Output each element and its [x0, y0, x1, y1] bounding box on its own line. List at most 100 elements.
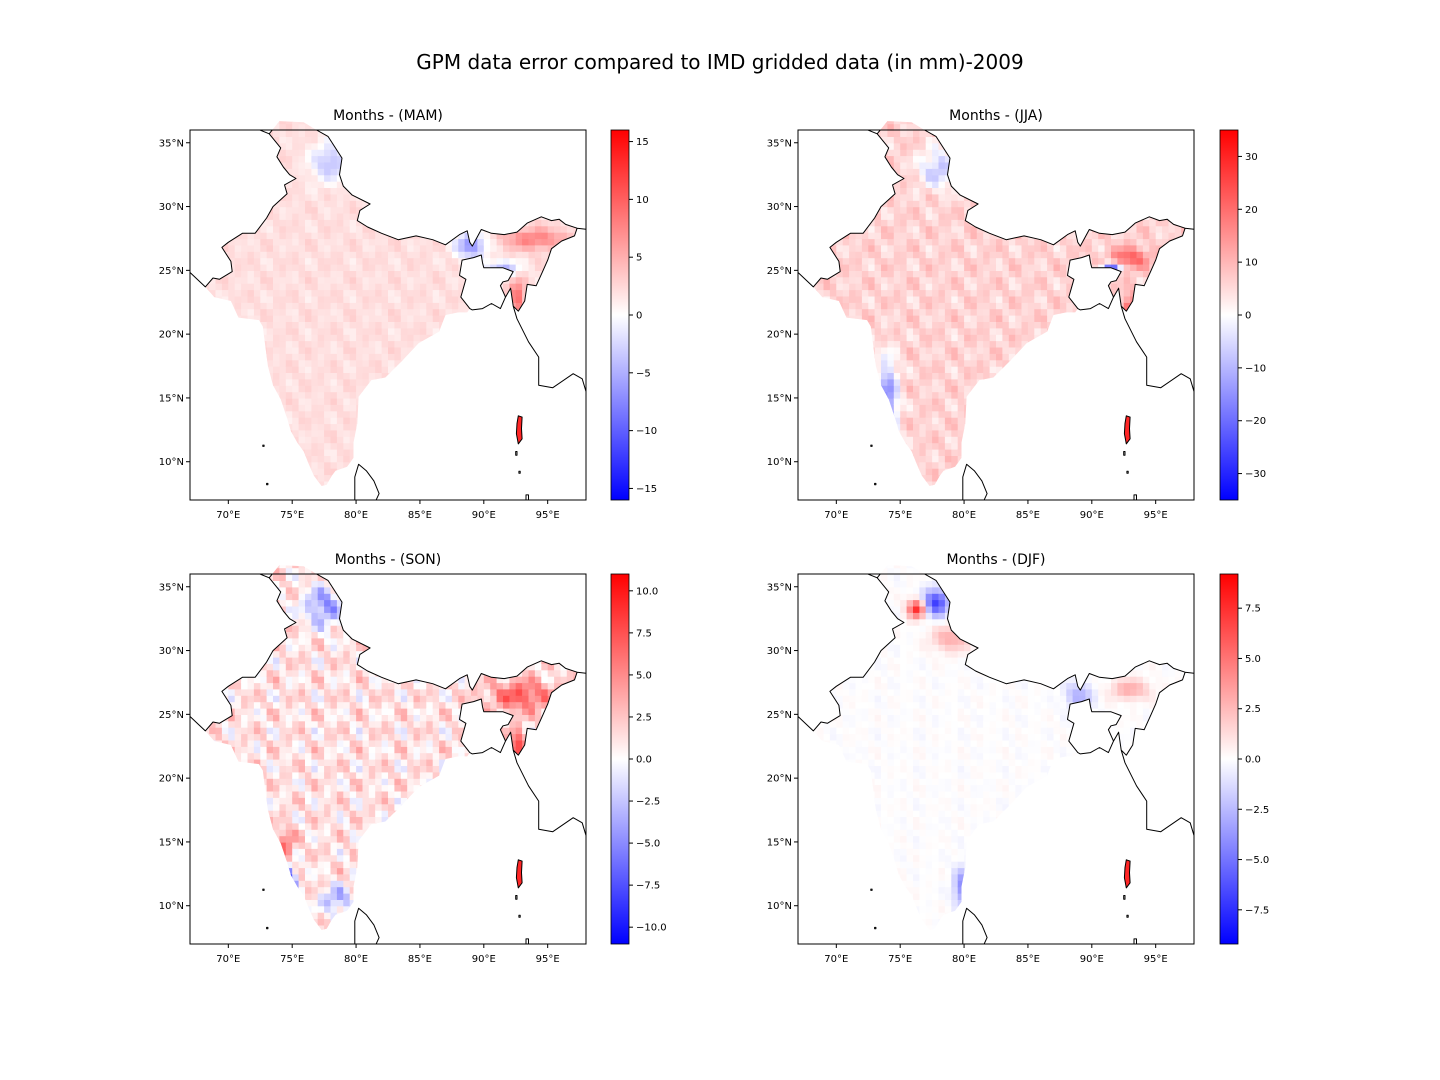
- y-tick-label: 35°N: [767, 138, 792, 149]
- y-tick-label: 30°N: [767, 202, 792, 213]
- map-panel-4: Months - (DJF) 70°E 75°E 80°E 85°E 90°E 95°E 10…: [767, 552, 1270, 965]
- colorbar-gradient: [610, 573, 630, 945]
- island-cells: [516, 415, 523, 444]
- y-tick-label: 15°N: [159, 393, 184, 404]
- x-tick-label: 85°E: [1016, 954, 1040, 965]
- x-tick-label: 75°E: [888, 954, 912, 965]
- colorbar-tick-label: 5.0: [1245, 654, 1261, 665]
- colorbar-tick-label: 0.0: [1245, 755, 1261, 766]
- x-tick-label: 85°E: [408, 954, 432, 965]
- x-tick-label: 90°E: [1080, 510, 1104, 521]
- y-tick-label: 30°N: [767, 646, 792, 657]
- colorbar-tick-label: 15: [636, 137, 649, 148]
- island-cells: [1124, 415, 1131, 444]
- x-tick-label: 95°E: [536, 510, 560, 521]
- colorbar-tick-label: −5.0: [636, 839, 660, 850]
- y-tick-label: 30°N: [159, 202, 184, 213]
- y-tick-label: 15°N: [767, 837, 792, 848]
- colorbar-tick-label: 20: [1245, 205, 1258, 216]
- y-tick-label: 25°N: [767, 710, 792, 721]
- colorbar-tick-label: −2.5: [636, 797, 660, 808]
- colorbar-tick-label: 5: [636, 253, 642, 264]
- map-panel-3: Months - (SON) 70°E 75°E 80°E 85°E 90°E 95°E 10…: [159, 552, 667, 965]
- colorbar: −10.0 −7.5 −5.0 −2.5 0.0 2.5 5.0 7.5 10.0: [610, 573, 667, 945]
- colorbar: −15 −10 −5 0 5 10 15: [610, 129, 657, 501]
- colorbar-tick-label: −7.5: [1245, 905, 1269, 916]
- colorbar-tick-label: 5.0: [636, 670, 652, 681]
- colorbar-tick-label: 10.0: [636, 586, 658, 597]
- colorbar-tick-label: −5.0: [1245, 855, 1269, 866]
- colorbar-gradient: [610, 129, 630, 501]
- colorbar-tick-label: −15: [636, 484, 657, 495]
- colorbar-tick-label: 10: [636, 195, 649, 206]
- colorbar-tick-label: −30: [1245, 469, 1266, 480]
- y-tick-label: 35°N: [767, 582, 792, 593]
- colorbar-tick-label: 2.5: [636, 712, 652, 723]
- y-tick-label: 25°N: [159, 710, 184, 721]
- panel-title: Months - (JJA): [949, 108, 1043, 124]
- x-tick-label: 80°E: [344, 954, 368, 965]
- map-panel-2: Months - (JJA) 70°E 75°E 80°E 85°E 90°E 95°E 10…: [767, 108, 1266, 521]
- map-panel-1: Months - (MAM) 70°E 75°E 80°E 85°E 90°E 95°E 10…: [159, 108, 657, 521]
- x-tick-label: 95°E: [1144, 954, 1168, 965]
- coastlines: [798, 574, 1194, 944]
- colorbar-tick-label: 10: [1245, 258, 1258, 269]
- x-tick-label: 70°E: [216, 954, 240, 965]
- colorbar-tick-label: −10: [636, 426, 657, 437]
- x-tick-label: 95°E: [1144, 510, 1168, 521]
- axes-frame: [189, 573, 587, 945]
- colorbar-gradient: [1219, 129, 1239, 501]
- colorbar-tick-label: 30: [1245, 152, 1258, 163]
- x-tick-label: 85°E: [408, 510, 432, 521]
- x-tick-label: 70°E: [824, 954, 848, 965]
- colorbar: −30 −20 −10 0 10 20 30: [1219, 129, 1266, 501]
- y-tick-label: 35°N: [159, 138, 184, 149]
- y-tick-label: 25°N: [767, 266, 792, 277]
- x-tick-label: 80°E: [952, 954, 976, 965]
- colorbar-tick-label: −7.5: [636, 881, 660, 892]
- axes-frame: [797, 573, 1195, 945]
- colorbar-tick-label: 2.5: [1245, 704, 1261, 715]
- x-tick-label: 75°E: [888, 510, 912, 521]
- x-tick-label: 80°E: [952, 510, 976, 521]
- y-tick-label: 25°N: [159, 266, 184, 277]
- colorbar-tick-label: −20: [1245, 416, 1266, 427]
- colorbar-tick-label: −10: [1245, 363, 1266, 374]
- axes-frame: [189, 129, 587, 501]
- y-tick-label: 20°N: [767, 774, 792, 785]
- x-tick-label: 80°E: [344, 510, 368, 521]
- y-tick-label: 20°N: [159, 330, 184, 341]
- x-tick-label: 90°E: [472, 954, 496, 965]
- colorbar-gradient: [1219, 573, 1239, 945]
- colorbar-tick-label: −2.5: [1245, 805, 1269, 816]
- panel-title: Months - (SON): [335, 552, 441, 568]
- y-tick-label: 10°N: [159, 901, 184, 912]
- panel-title: Months - (DJF): [946, 552, 1045, 568]
- coastlines: [798, 130, 1194, 500]
- coastlines: [190, 130, 586, 500]
- colorbar-tick-label: 7.5: [636, 628, 652, 639]
- y-tick-label: 10°N: [767, 901, 792, 912]
- x-tick-label: 95°E: [536, 954, 560, 965]
- coastlines: [190, 574, 586, 944]
- colorbar-tick-label: 7.5: [1245, 604, 1261, 615]
- x-tick-label: 75°E: [280, 954, 304, 965]
- y-tick-label: 35°N: [159, 582, 184, 593]
- y-tick-label: 20°N: [767, 330, 792, 341]
- figure-title: GPM data error compared to IMD gridded d…: [416, 50, 1023, 74]
- island-cells: [516, 859, 523, 888]
- colorbar-tick-label: 0: [1245, 311, 1251, 322]
- x-tick-label: 90°E: [472, 510, 496, 521]
- y-tick-label: 20°N: [159, 774, 184, 785]
- y-tick-label: 30°N: [159, 646, 184, 657]
- colorbar-tick-label: −10.0: [636, 923, 667, 934]
- colorbar-tick-label: −5: [636, 368, 651, 379]
- colorbar: −7.5 −5.0 −2.5 0.0 2.5 5.0 7.5: [1219, 573, 1269, 945]
- x-tick-label: 85°E: [1016, 510, 1040, 521]
- y-tick-label: 10°N: [767, 457, 792, 468]
- axes-frame: [797, 129, 1195, 501]
- island-cells: [1124, 859, 1131, 888]
- panel-title: Months - (MAM): [333, 108, 443, 124]
- x-tick-label: 70°E: [824, 510, 848, 521]
